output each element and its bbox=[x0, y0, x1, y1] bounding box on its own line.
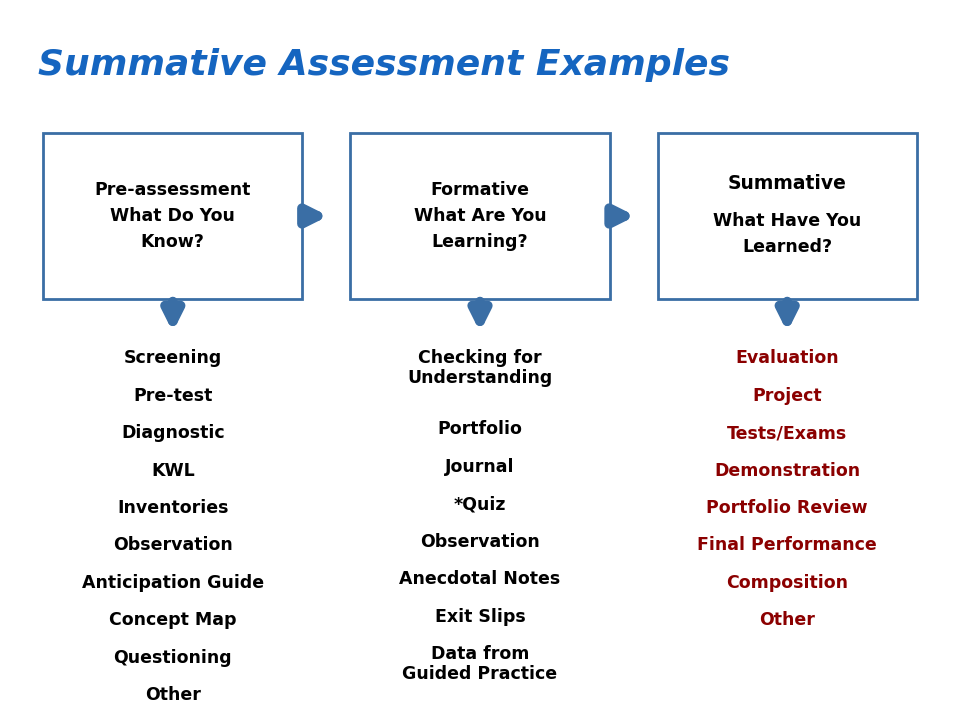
Text: Portfolio: Portfolio bbox=[438, 420, 522, 438]
Text: Questioning: Questioning bbox=[113, 649, 232, 667]
Text: Demonstration: Demonstration bbox=[714, 462, 860, 480]
Text: Inventories: Inventories bbox=[117, 499, 228, 517]
Text: Evaluation: Evaluation bbox=[735, 349, 839, 367]
Text: Other: Other bbox=[759, 611, 815, 629]
Text: Other: Other bbox=[145, 686, 201, 704]
Text: KWL: KWL bbox=[151, 462, 195, 480]
Text: Tests/Exams: Tests/Exams bbox=[727, 424, 848, 442]
Text: Data from
Guided Practice: Data from Guided Practice bbox=[402, 645, 558, 683]
Text: Pre-test: Pre-test bbox=[133, 387, 212, 405]
Text: Composition: Composition bbox=[726, 574, 849, 592]
Text: Observation: Observation bbox=[113, 536, 232, 554]
Text: Pre-assessment
What Do You
Know?: Pre-assessment What Do You Know? bbox=[95, 181, 251, 251]
Text: Project: Project bbox=[753, 387, 822, 405]
Text: Portfolio Review: Portfolio Review bbox=[707, 499, 868, 517]
Text: Formative
What Are You
Learning?: Formative What Are You Learning? bbox=[414, 181, 546, 251]
Text: Observation: Observation bbox=[420, 533, 540, 551]
Text: Screening: Screening bbox=[124, 349, 222, 367]
FancyBboxPatch shape bbox=[658, 133, 917, 299]
Text: What Have You
Learned?: What Have You Learned? bbox=[713, 212, 861, 256]
FancyBboxPatch shape bbox=[350, 133, 610, 299]
Text: Diagnostic: Diagnostic bbox=[121, 424, 225, 442]
Text: Anecdotal Notes: Anecdotal Notes bbox=[399, 570, 561, 588]
Text: Journal: Journal bbox=[445, 458, 515, 476]
Text: Exit Slips: Exit Slips bbox=[435, 608, 525, 626]
Text: Final Performance: Final Performance bbox=[697, 536, 877, 554]
Text: Summative: Summative bbox=[728, 174, 847, 193]
FancyBboxPatch shape bbox=[43, 133, 302, 299]
Text: Concept Map: Concept Map bbox=[109, 611, 236, 629]
Text: *Quiz: *Quiz bbox=[454, 495, 506, 513]
Text: Summative Assessment Examples: Summative Assessment Examples bbox=[38, 48, 731, 82]
Text: Checking for
Understanding: Checking for Understanding bbox=[407, 349, 553, 387]
Text: Anticipation Guide: Anticipation Guide bbox=[82, 574, 264, 592]
